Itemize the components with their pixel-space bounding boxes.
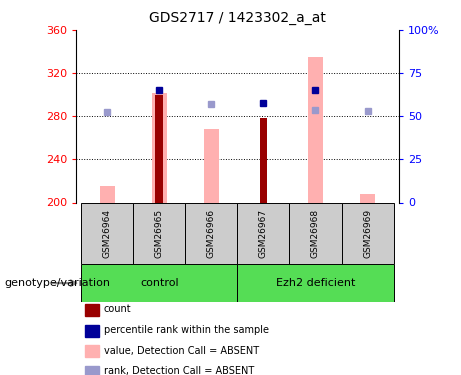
Title: GDS2717 / 1423302_a_at: GDS2717 / 1423302_a_at xyxy=(149,11,326,25)
Text: count: count xyxy=(104,304,131,314)
Text: value, Detection Call = ABSENT: value, Detection Call = ABSENT xyxy=(104,346,259,355)
Text: GSM26966: GSM26966 xyxy=(207,209,216,258)
Bar xyxy=(290,202,342,264)
Text: GSM26965: GSM26965 xyxy=(155,209,164,258)
Text: rank, Detection Call = ABSENT: rank, Detection Call = ABSENT xyxy=(104,366,254,375)
Bar xyxy=(152,93,166,202)
Bar xyxy=(360,194,375,202)
Text: GSM26964: GSM26964 xyxy=(103,209,112,258)
Text: genotype/variation: genotype/variation xyxy=(5,278,111,288)
Bar xyxy=(308,57,323,202)
Text: control: control xyxy=(140,278,179,288)
Bar xyxy=(260,118,267,202)
Bar xyxy=(342,202,394,264)
Bar xyxy=(204,129,219,203)
Text: GSM26968: GSM26968 xyxy=(311,209,320,258)
Text: Ezh2 deficient: Ezh2 deficient xyxy=(276,278,355,288)
Bar xyxy=(81,202,133,264)
Text: GSM26967: GSM26967 xyxy=(259,209,268,258)
Bar xyxy=(133,202,185,264)
Text: percentile rank within the sample: percentile rank within the sample xyxy=(104,325,269,335)
Bar xyxy=(237,264,394,302)
Bar xyxy=(185,202,237,264)
Bar xyxy=(81,264,237,302)
Bar xyxy=(100,186,115,202)
Bar xyxy=(237,202,290,264)
Bar xyxy=(155,95,163,202)
Text: GSM26969: GSM26969 xyxy=(363,209,372,258)
